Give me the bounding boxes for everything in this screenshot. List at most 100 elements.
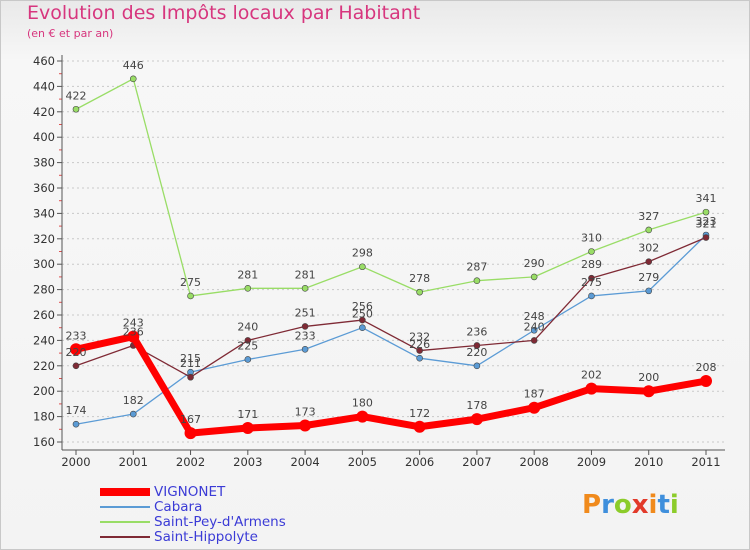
data-label: 281 <box>237 268 258 281</box>
data-point <box>187 373 194 381</box>
x-tick-label: 2005 <box>348 455 377 469</box>
legend-label: VIGNONET <box>154 483 226 500</box>
data-label: 251 <box>295 306 316 319</box>
data-label: 208 <box>696 361 717 374</box>
data-label: 243 <box>123 317 144 330</box>
y-tick-label: 440 <box>33 79 55 93</box>
data-label: 240 <box>237 320 258 333</box>
data-label: 279 <box>638 271 659 284</box>
data-label: 202 <box>581 369 602 382</box>
data-point <box>645 226 653 234</box>
y-tick-label: 260 <box>33 308 55 322</box>
data-label: 240 <box>524 320 545 333</box>
y-tick-label: 160 <box>33 435 55 449</box>
data-point <box>72 105 80 113</box>
legend-label: Cabara <box>154 498 203 515</box>
data-label: 171 <box>237 408 258 421</box>
data-label: 200 <box>638 371 659 384</box>
data-point <box>299 419 312 432</box>
data-label: 275 <box>581 276 602 289</box>
y-tick-label: 360 <box>33 181 55 195</box>
series-line-saint-hippolyte <box>75 236 707 378</box>
data-point <box>530 337 538 344</box>
logo-letter: t <box>657 490 670 520</box>
x-tick-label: 2002 <box>176 455 205 469</box>
data-label: 226 <box>409 338 430 351</box>
data-label: 167 <box>180 413 201 426</box>
data-point <box>642 385 655 398</box>
data-point <box>413 420 426 433</box>
legend-swatch <box>100 505 150 508</box>
data-point <box>645 287 653 295</box>
data-label: 172 <box>409 407 430 420</box>
legend-item: Cabara <box>100 499 286 514</box>
data-label: 236 <box>123 325 144 338</box>
x-tick-label: 2001 <box>119 455 148 469</box>
legend-label: Saint-Hippolyte <box>154 528 258 545</box>
data-label: 250 <box>352 308 373 321</box>
data-label: 211 <box>180 357 201 370</box>
y-tick-label: 420 <box>33 105 55 119</box>
data-label: 287 <box>466 261 487 274</box>
data-point <box>359 263 366 271</box>
data-point <box>588 292 595 300</box>
data-label: 232 <box>409 331 430 344</box>
proxiti-logo: Proxiti <box>582 490 679 520</box>
data-label: 233 <box>295 329 316 342</box>
data-label: 182 <box>123 394 144 407</box>
legend-swatch <box>100 535 150 538</box>
x-tick-label: 2008 <box>520 455 549 469</box>
data-point <box>700 375 712 388</box>
logo-letter: r <box>601 490 614 520</box>
x-tick-label: 2003 <box>233 455 262 469</box>
x-tick-label: 2004 <box>290 455 319 469</box>
logo-letter: o <box>613 490 632 520</box>
data-label: 256 <box>352 300 373 313</box>
data-point <box>244 337 252 344</box>
legend-item: Saint-Hippolyte <box>100 529 286 544</box>
data-point <box>416 354 423 362</box>
data-point <box>127 330 140 343</box>
data-label: 302 <box>638 242 659 255</box>
data-label: 174 <box>66 404 87 417</box>
logo-letter: i <box>648 490 658 520</box>
data-label: 220 <box>466 346 487 359</box>
data-point <box>585 382 598 395</box>
data-point <box>359 316 366 324</box>
data-point <box>588 274 595 282</box>
data-label: 187 <box>524 388 545 401</box>
data-label: 275 <box>180 276 201 289</box>
data-point <box>359 324 366 332</box>
legend-swatch <box>100 487 150 496</box>
series-line-vignonet <box>75 333 707 437</box>
x-tick-label: 2007 <box>462 455 491 469</box>
data-point <box>129 410 137 418</box>
y-tick-label: 220 <box>33 359 55 373</box>
data-point <box>244 356 252 363</box>
data-point <box>184 427 197 440</box>
data-label: 173 <box>295 405 316 418</box>
data-label: 323 <box>696 215 717 228</box>
data-label: 341 <box>696 192 717 205</box>
chart-legend: VIGNONET Cabara Saint-Pey-d'Armens Saint-Hi… <box>100 484 286 544</box>
data-label: 310 <box>581 232 602 245</box>
chart-title: Evolution des Impôts locaux par Habitant <box>27 2 421 24</box>
series-line-cabara <box>75 234 707 425</box>
data-point <box>528 401 541 414</box>
data-point <box>702 208 710 216</box>
data-label: 215 <box>180 352 201 365</box>
data-label: 236 <box>466 325 487 338</box>
y-tick-label: 240 <box>33 333 55 347</box>
legend-swatch <box>100 520 150 523</box>
y-tick-label: 280 <box>33 283 55 297</box>
y-tick-label: 340 <box>33 206 55 220</box>
data-point <box>530 326 538 334</box>
x-tick-label: 2011 <box>691 455 720 469</box>
data-point <box>416 288 423 296</box>
data-label: 278 <box>409 272 430 285</box>
data-point <box>241 422 254 435</box>
data-label: 225 <box>237 339 258 352</box>
data-point <box>588 248 595 255</box>
data-label: 180 <box>352 397 373 410</box>
